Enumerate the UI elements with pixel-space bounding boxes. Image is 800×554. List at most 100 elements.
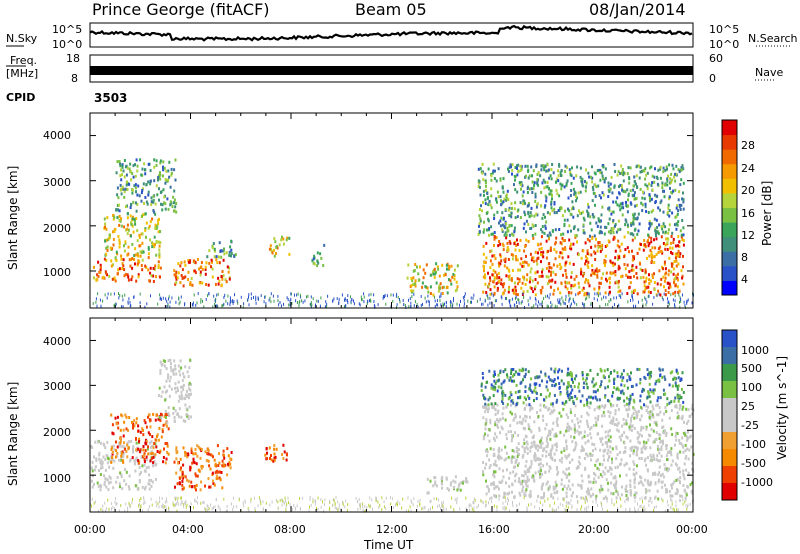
velocity-cbar-label: Velocity [m s^-1] <box>775 355 789 460</box>
power-cbar-tick-28: 28 <box>741 139 755 152</box>
power-region-8 <box>482 235 685 297</box>
velocity-colorbar-segment <box>722 483 737 501</box>
power-colorbar-segment <box>722 134 737 150</box>
nsky-label: N.Sky <box>6 32 38 45</box>
velocity-ytick-4000: 4000 <box>43 335 71 348</box>
vel-cbar-tick-neg500: -500 <box>741 457 766 470</box>
vel-cbar-tick-500: 500 <box>741 362 762 375</box>
power-colorbar-frame <box>721 119 738 296</box>
freq-right-tick-top: 60 <box>709 52 723 65</box>
velocity-ytick-2000: 2000 <box>43 426 71 439</box>
velocity-colorbar-segment <box>722 415 737 433</box>
velocity-colorbar-segment <box>722 449 737 467</box>
noise-left-tick-bottom: 10^0 <box>52 38 83 51</box>
power-colorbar-segment <box>722 265 737 281</box>
power-region-5 <box>268 235 291 258</box>
xtick-2400: 00:00 <box>676 523 708 536</box>
velocity-colorbar-frame <box>721 329 738 501</box>
power-panel-ylabel: Slant Range [km] <box>6 165 20 270</box>
velocity-region-1 <box>110 412 170 465</box>
noise-left-tick-top: 10^5 <box>52 23 83 36</box>
velocity-colorbar-segment <box>722 364 737 382</box>
power-cbar-tick-4: 4 <box>741 273 748 286</box>
power-near-range-clutter <box>92 292 694 309</box>
noise-trace <box>89 24 693 42</box>
power-colorbar-segment <box>722 163 737 179</box>
cpid-value: 3503 <box>94 91 128 105</box>
x-axis-label: Time UT <box>364 538 414 552</box>
power-cbar-tick-16: 16 <box>741 207 755 220</box>
power-colorbar-segment <box>722 251 737 267</box>
power-colorbar-segment <box>722 222 737 238</box>
velocity-colorbar-segment <box>722 347 737 365</box>
xtick-2000: 20:00 <box>578 523 610 536</box>
velocity-region-3 <box>173 444 233 492</box>
xtick-0000: 00:00 <box>74 523 106 536</box>
velocity-colorbar-segment <box>722 466 737 484</box>
power-colorbar-segment <box>722 149 737 165</box>
vel-cbar-tick-1000: 1000 <box>741 344 769 357</box>
velocity-colorbar-segment <box>722 398 737 416</box>
velocity-region-5 <box>426 475 469 495</box>
power-ytick-3000: 3000 <box>43 176 71 189</box>
velocity-near-range-clutter <box>90 496 694 513</box>
power-colorbar-segment <box>722 192 737 208</box>
power-region-2 <box>115 158 178 216</box>
freq-right-tick-bottom: 0 <box>709 72 716 85</box>
power-cbar-label: Power [dB] <box>760 180 774 246</box>
noise-right-tick-bottom: 10^0 <box>709 38 740 51</box>
power-region-0 <box>92 257 162 283</box>
power-ytick-4000: 4000 <box>43 129 71 142</box>
vel-cbar-tick-neg1000: -1000 <box>741 476 773 489</box>
xtick-1200: 12:00 <box>376 523 408 536</box>
power-region-9 <box>477 162 685 238</box>
power-ytick-2000: 2000 <box>43 222 71 235</box>
power-cbar-tick-24: 24 <box>741 162 755 175</box>
freq-unit-label: [MHz] <box>6 67 39 80</box>
velocity-ytick-1000: 1000 <box>43 472 71 485</box>
power-colorbar-segment <box>722 280 737 296</box>
power-region-4 <box>206 239 237 259</box>
power-region-3 <box>173 258 231 288</box>
date-title: 08/Jan/2014 <box>589 0 686 19</box>
freq-left-tick-top: 18 <box>66 52 80 65</box>
freq-left-tick-bottom: 8 <box>71 72 78 85</box>
cpid-label: CPID <box>6 91 36 104</box>
station-title: Prince George (fitACF) <box>92 0 270 19</box>
power-region-1 <box>103 212 162 260</box>
noise-right-tick-top: 10^5 <box>709 23 740 36</box>
power-colorbar-segment <box>722 120 737 136</box>
power-cbar-tick-8: 8 <box>741 251 748 264</box>
nave-label: Nave <box>755 66 784 79</box>
power-cbar-tick-12: 12 <box>741 229 755 242</box>
power-ytick-1000: 1000 <box>43 266 71 279</box>
vel-cbar-tick-100: 100 <box>741 381 762 394</box>
noise-strip-frame <box>89 22 694 48</box>
velocity-colorbar-segment <box>722 381 737 399</box>
velocity-colorbar-segment <box>722 432 737 450</box>
velocity-panel-ylabel: Slant Range [km] <box>6 381 20 486</box>
velocity-ytick-3000: 3000 <box>43 380 71 393</box>
power-cbar-tick-20: 20 <box>741 184 755 197</box>
xtick-0400: 04:00 <box>172 523 204 536</box>
vel-cbar-tick-neg25: -25 <box>741 419 759 432</box>
power-colorbar-segment <box>722 236 737 252</box>
velocity-region-4 <box>264 443 288 463</box>
beam-title: Beam 05 <box>355 0 427 19</box>
freq-band <box>90 66 693 75</box>
velocity-colorbar-segment <box>722 330 737 348</box>
velocity-region-2 <box>157 358 193 425</box>
velocity-region-7 <box>480 367 685 407</box>
power-colorbar-segment <box>722 178 737 194</box>
vel-cbar-tick-neg100: -100 <box>741 438 766 451</box>
nsearch-label: N.Search <box>748 32 798 45</box>
power-region-6 <box>311 243 326 268</box>
power-region-7 <box>406 262 459 297</box>
vel-cbar-tick-25: 25 <box>741 400 755 413</box>
xtick-1600: 16:00 <box>478 523 510 536</box>
xtick-0800: 08:00 <box>274 523 306 536</box>
velocity-region-6 <box>482 403 695 501</box>
freq-label: Freq. <box>10 54 38 67</box>
power-colorbar-segment <box>722 207 737 223</box>
